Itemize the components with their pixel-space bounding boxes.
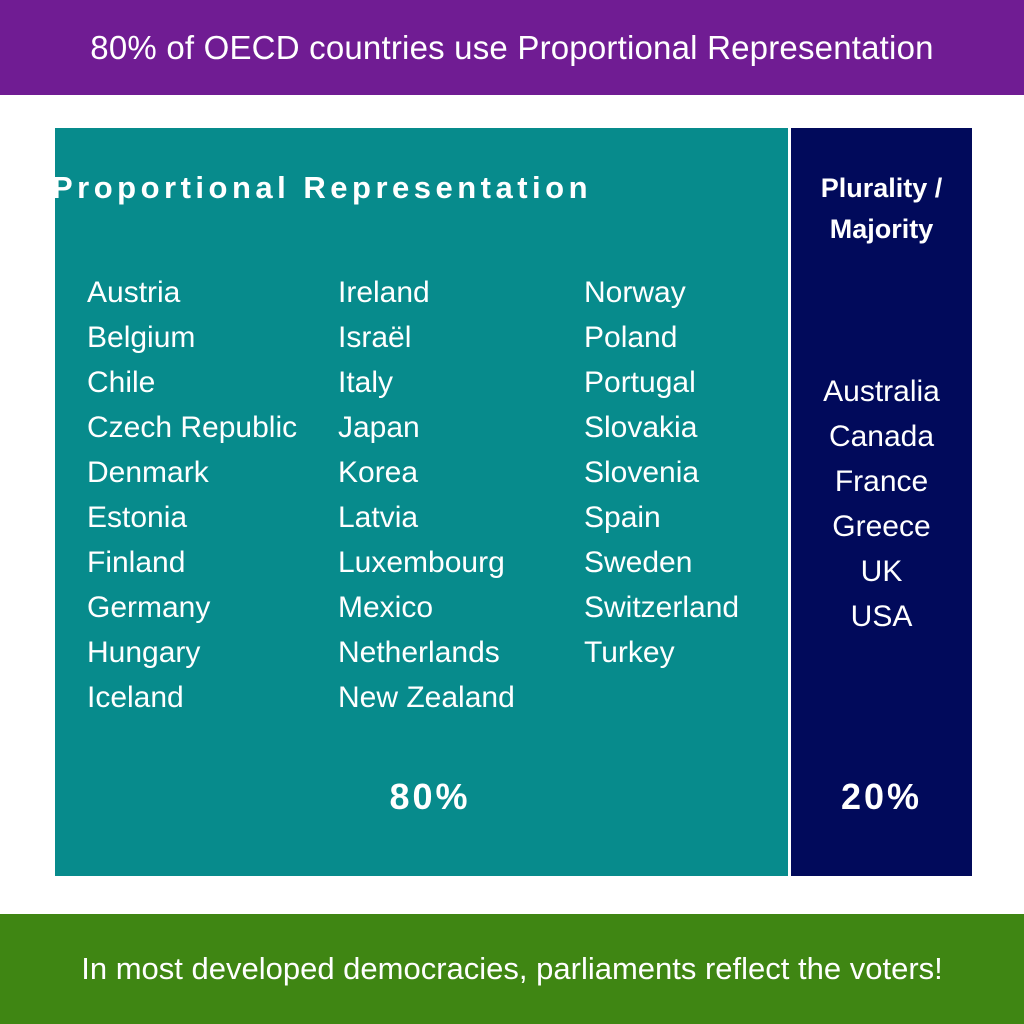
pr-country-item: Denmark <box>87 456 209 489</box>
pr-country-item: Germany <box>87 591 211 624</box>
pr-country-item: Estonia <box>87 501 188 534</box>
pm-country-item: UK <box>860 555 903 588</box>
plurality-country-list: Australia Canada France Greece UK USA <box>791 369 972 639</box>
pr-country-item: Mexico <box>338 591 434 624</box>
pr-country-item: Israël <box>338 321 412 354</box>
plurality-title-line2: Majority <box>829 214 934 244</box>
pr-country-item: Luxembourg <box>338 546 505 579</box>
pr-country-item: Netherlands <box>338 636 500 669</box>
header-banner: 80% of OECD countries use Proportional R… <box>0 0 1024 95</box>
proportional-representation-title: Proportional Representation <box>52 170 593 205</box>
pr-country-item: Slovakia <box>584 411 698 444</box>
pr-country-column-1: Austria Belgium Chile Czech Republic Denmark… <box>87 270 297 720</box>
pr-country-item: Ireland <box>338 276 430 309</box>
pm-country-item: France <box>834 465 929 498</box>
pr-country-item: Turkey <box>584 636 675 669</box>
pr-country-column-3: Norway Poland Portugal Slovakia Slovenia Spai… <box>584 270 739 675</box>
pm-country-item: Canada <box>828 420 935 453</box>
pr-country-item: Czech Republic <box>87 411 298 444</box>
pr-country-item: Switzerland <box>584 591 740 624</box>
pr-country-item: New Zealand <box>338 681 515 714</box>
pr-country-item: Iceland <box>87 681 184 714</box>
pr-country-item: Chile <box>87 366 156 399</box>
pr-country-item: Spain <box>584 501 661 534</box>
proportional-percentage: 80% <box>389 776 471 817</box>
plurality-title-line1: Plurality / <box>820 173 943 203</box>
header-title: 80% of OECD countries use Proportional R… <box>90 28 934 66</box>
plurality-percentage: 20% <box>840 776 923 817</box>
pr-country-item: Belgium <box>87 321 196 354</box>
pr-country-item: Austria <box>87 276 181 309</box>
pr-country-item: Finland <box>87 546 186 579</box>
proportional-representation-panel <box>55 128 788 876</box>
footer-text: In most developed democracies, parliamen… <box>81 951 943 986</box>
pr-country-item: Norway <box>584 276 686 309</box>
pr-country-item: Latvia <box>338 501 419 534</box>
pr-country-column-2: Ireland Israël Italy Japan Korea Latvia Luxemb… <box>338 270 515 720</box>
pr-country-item: Poland <box>584 321 678 354</box>
pm-country-item: USA <box>850 600 913 633</box>
pm-country-item: Greece <box>832 510 931 543</box>
pr-country-item: Slovenia <box>584 456 700 489</box>
plurality-majority-title: Plurality / Majority <box>791 168 972 250</box>
pr-country-item: Japan <box>338 411 420 444</box>
pr-country-item: Sweden <box>584 546 693 579</box>
plurality-majority-panel <box>791 128 972 876</box>
footer-banner: In most developed democracies, parliamen… <box>0 914 1024 1024</box>
pr-country-item: Hungary <box>87 636 201 669</box>
pr-country-item: Korea <box>338 456 419 489</box>
pr-country-item: Italy <box>338 366 394 399</box>
pr-country-item: Portugal <box>584 366 696 399</box>
pm-country-item: Australia <box>823 375 940 408</box>
